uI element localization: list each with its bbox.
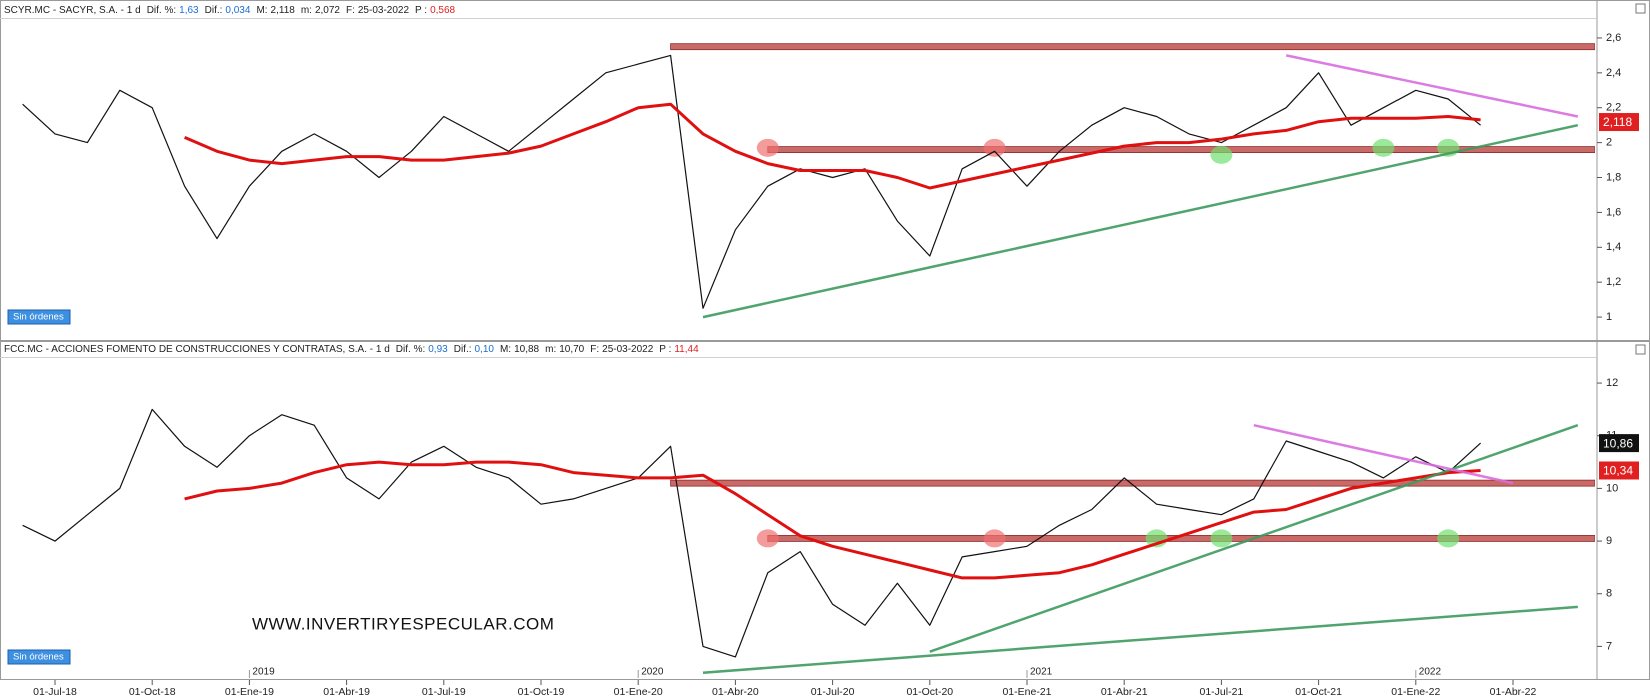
x-tick-label: 01-Ene-19 <box>225 686 274 698</box>
year-label: 2019 <box>252 667 275 678</box>
x-tick-label: 01-Oct-19 <box>518 686 565 698</box>
moving-average <box>184 460 1481 580</box>
header-item: 11,44 <box>674 344 699 355</box>
orders-button[interactable] <box>7 649 71 665</box>
y-tick-label: 1,4 <box>1606 241 1621 253</box>
trendline <box>1253 423 1514 485</box>
header-item: 0,568 <box>430 5 455 16</box>
trendline <box>1285 54 1579 118</box>
header-item: F: <box>590 344 599 355</box>
price-tag-label: 2,118 <box>1603 115 1632 129</box>
x-tick-label: 01-Ene-22 <box>1391 686 1440 698</box>
orders-button-label: Sin órdenes <box>13 652 64 663</box>
year-label: 2022 <box>1419 667 1442 678</box>
year-label: 2020 <box>641 667 664 678</box>
y-tick-label: 2,4 <box>1606 67 1621 79</box>
header-item: 0,034 <box>225 5 250 16</box>
header-item: M: <box>500 344 511 355</box>
header-item: FCC.MC - ACCIONES FOMENTO DE CONSTRUCCIO… <box>4 344 390 355</box>
y-tick-label: 8 <box>1606 588 1612 600</box>
header-item: 10,70 <box>559 344 584 355</box>
header-item: F: <box>346 5 355 16</box>
x-tick-label: 01-Jul-18 <box>33 686 77 698</box>
y-tick-label: 1,6 <box>1606 206 1621 218</box>
header-item: 1,63 <box>179 5 199 16</box>
highlight <box>1372 138 1395 157</box>
price-tag-label: 10,86 <box>1603 436 1633 450</box>
highlight <box>1210 529 1233 548</box>
trendline <box>929 424 1579 653</box>
trendline <box>702 123 1579 319</box>
trendline <box>702 605 1578 674</box>
y-tick-label: 2 <box>1606 137 1612 149</box>
header-item: 2,118 <box>271 5 296 16</box>
header-item: SCYR.MC - SACYR, S.A. - 1 d <box>4 5 141 16</box>
highlight <box>756 138 779 157</box>
window-button[interactable] <box>1635 344 1646 355</box>
highlight <box>1210 145 1233 164</box>
y-tick-label: 1,8 <box>1606 171 1621 183</box>
orders-button-label: Sin órdenes <box>13 312 64 323</box>
highlight <box>983 529 1006 548</box>
highlight <box>1437 529 1460 548</box>
resistance-level <box>670 43 1595 51</box>
header-item: M: <box>256 5 267 16</box>
header-item: Dif.: <box>205 5 223 16</box>
plot-area <box>22 43 1595 319</box>
x-tick-label: 01-Oct-21 <box>1295 686 1342 698</box>
price-tag <box>1599 434 1639 453</box>
header: SCYR.MC - SACYR, S.A. - 1 d Dif. %: 1,63 Di… <box>4 5 456 16</box>
x-tick-label: 01-Oct-18 <box>129 686 176 698</box>
price-line <box>22 408 1482 658</box>
header-item: 0,93 <box>428 344 448 355</box>
x-tick-label: 01-Abr-19 <box>323 686 370 698</box>
highlight <box>756 529 779 548</box>
x-tick-label: 01-Abr-20 <box>712 686 759 698</box>
y-tick-label: 2,2 <box>1606 102 1621 114</box>
year-label: 2021 <box>1030 667 1053 678</box>
header-item: Dif. %: <box>147 5 176 16</box>
header: FCC.MC - ACCIONES FOMENTO DE CONSTRUCCIO… <box>4 344 699 355</box>
x-tick-label: 01-Abr-21 <box>1101 686 1148 698</box>
y-tick-label: 10 <box>1606 482 1618 494</box>
y-tick-label: 12 <box>1606 377 1618 389</box>
header-item: Dif.: <box>454 344 472 355</box>
header-item: 25-03-2022 <box>358 5 410 16</box>
y-tick-label: 2,6 <box>1606 32 1621 44</box>
price-tag <box>1599 113 1639 132</box>
header-item: 2,072 <box>315 5 340 16</box>
header-item: m: <box>301 5 312 16</box>
y-tick-label: 9 <box>1606 535 1612 547</box>
x-tick-label: 01-Jul-19 <box>422 686 466 698</box>
orders-button[interactable] <box>7 309 71 325</box>
header-item: 0,10 <box>475 344 495 355</box>
x-tick-label: 01-Jul-20 <box>811 686 855 698</box>
x-tick-label: 01-Oct-20 <box>906 686 953 698</box>
window-button[interactable] <box>1635 3 1646 14</box>
y-tick-label: 7 <box>1606 640 1612 652</box>
moving-average <box>184 102 1481 190</box>
x-tick-label: 01-Jul-21 <box>1200 686 1244 698</box>
header-item: P : <box>415 5 427 16</box>
price-tag-label: 10,34 <box>1603 464 1633 478</box>
plot-area <box>22 408 1595 674</box>
y-tick-label: 1,2 <box>1606 276 1621 288</box>
x-tick-label: 01-Abr-22 <box>1490 686 1537 698</box>
price-line <box>22 54 1481 309</box>
header-item: Dif. %: <box>396 344 425 355</box>
header-item: 25-03-2022 <box>602 344 654 355</box>
price-tag <box>1599 461 1639 480</box>
x-tick-label: 01-Ene-21 <box>1002 686 1051 698</box>
y-tick-label: 1 <box>1606 311 1612 323</box>
x-tick-label: 01-Ene-20 <box>614 686 663 698</box>
watermark: WWW.INVERTIRYESPECULAR.COM <box>252 614 554 633</box>
resistance-level <box>670 479 1595 487</box>
header-item: P : <box>659 344 671 355</box>
highlight <box>983 138 1006 157</box>
header-item: 10,88 <box>514 344 539 355</box>
header-item: m: <box>545 344 556 355</box>
